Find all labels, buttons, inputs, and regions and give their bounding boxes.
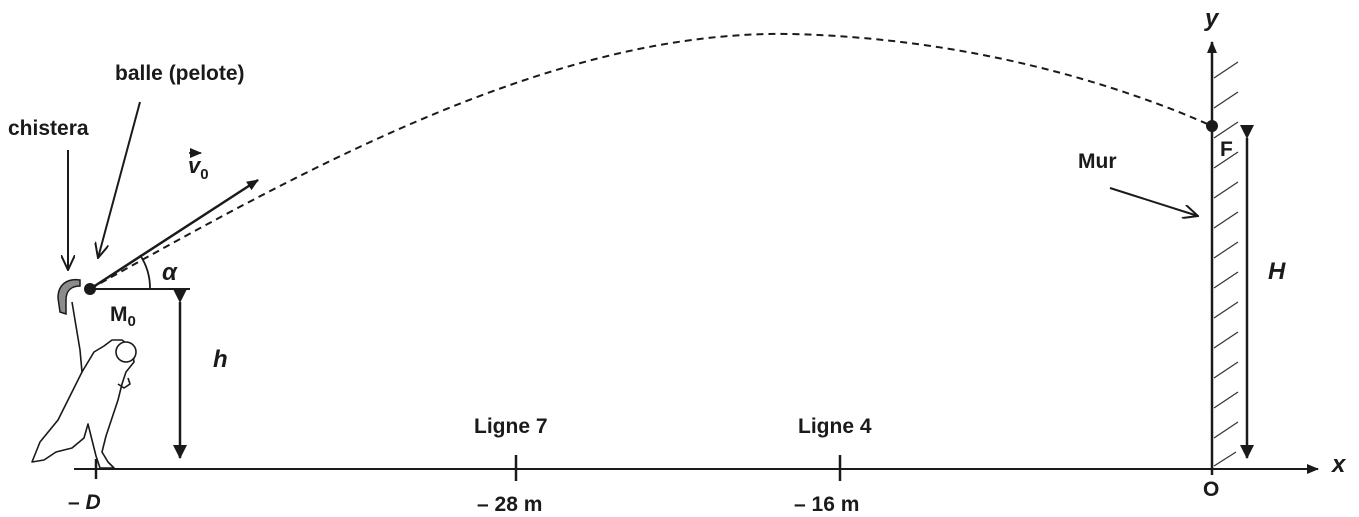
ball-pointer-arrow [98,101,141,258]
wall-label: Mur [1078,150,1117,173]
velocity-vector [89,178,259,291]
line4-label: Ligne 4 [798,415,872,438]
trajectory-curve [89,32,1213,290]
start-point-label: M0 [110,303,136,330]
chistera-basket-icon [57,278,81,316]
launch-height-label: h [213,346,228,373]
impact-point-label: F [1220,138,1233,161]
velocity-label: v0 [188,153,209,183]
wall-pointer-arrow [1109,187,1198,216]
line7-label: Ligne 7 [474,415,548,438]
wall-hatching [1213,61,1239,467]
ball-label: balle (pelote) [115,62,245,85]
impact-point [1206,120,1218,132]
tick-28-label: – 28 m [477,493,542,516]
tick-16-label: – 16 m [794,493,859,516]
pelota-player-icon [31,301,137,469]
wall-height-label: H [1268,258,1286,285]
origin-label: O [1203,478,1219,501]
angle-label: α [162,259,178,286]
x-axis-label: x [1330,451,1347,478]
ball-point [84,283,96,295]
tick-minus-d-label: – D [68,491,101,514]
y-axis-label: y [1204,5,1220,32]
angle-arc [139,254,151,290]
chistera-label: chistera [8,117,89,140]
